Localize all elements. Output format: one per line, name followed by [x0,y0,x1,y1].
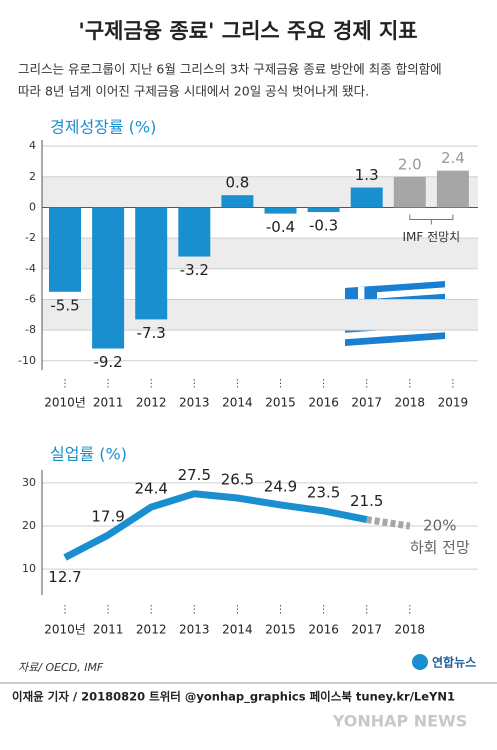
line [63,490,368,561]
watermark: YONHAP NEWS [332,712,468,731]
x-tick-label: 2016 [308,623,339,637]
x-tick-label: 2013 [179,623,210,637]
y-tick-label: -10 [18,354,36,367]
x-tick-label: 2017 [351,396,382,410]
value-label: 26.5 [221,471,254,489]
value-label: 21.5 [350,492,383,510]
value-label: 17.9 [91,508,124,526]
bar [49,207,81,292]
x-tick-label: 2017 [351,623,382,637]
x-tick-label: 2011 [93,396,124,410]
value-label: 27.5 [178,466,211,484]
x-tick-label: 2010년 [44,396,86,410]
value-label: -9.2 [93,353,122,371]
value-label: 0.8 [225,174,249,192]
x-tick-label: 2012 [136,396,167,410]
y-tick-label: 10 [22,562,36,575]
logo-text: 연합뉴스 [432,655,476,670]
annotation: 하회 전망 [410,539,470,557]
y-tick-label: -2 [25,231,36,244]
x-tick-label: 2015 [265,623,296,637]
y-tick-label: 0 [29,200,36,213]
value-label: 2.0 [398,155,422,173]
bar [264,207,297,214]
x-tick-label: 2012 [136,623,167,637]
value-label: 24.4 [134,480,167,498]
annotation: IMF 전망치 [402,230,460,244]
x-tick-label: 2019 [438,396,469,410]
bar [178,207,211,257]
logo: 연합뉴스 [412,654,476,670]
y-tick-label: -8 [25,323,36,336]
x-tick-label: 2010년 [44,623,86,637]
bar [307,207,340,213]
x-tick-label: 2018 [395,396,426,410]
annotation: 20% [423,517,456,535]
value-label: -0.4 [266,218,295,236]
subtitle: 그리스는 유로그룹이 지난 6월 그리스의 3차 구제금융 종료 방안에 최종 … [18,62,442,77]
bar [350,187,383,208]
y-tick-label: 20 [22,519,36,532]
y-tick-label: 30 [22,476,36,489]
value-label: 24.9 [264,477,297,495]
y-tick-label: -6 [25,292,36,305]
bar [393,176,426,208]
value-label: 23.5 [307,483,340,501]
bracket [409,214,454,225]
x-tick-label: 2014 [222,396,253,410]
value-label: 2.4 [441,149,465,167]
chart-title: 실업률 (%) [50,445,127,464]
y-tick-label: 4 [29,139,36,152]
value-label: -0.3 [309,217,338,235]
title: '구제금융 종료' 그리스 주요 경제 지표 [78,19,417,43]
bar [135,207,168,320]
subtitle: 따라 8년 넘게 이어진 구제금융 시대에서 20일 공식 벗어나게 됐다. [18,84,369,99]
byline: 이재윤 기자 / 20180820 트위터 @yonhap_graphics 페… [12,690,455,705]
bar [436,170,469,208]
source: 자료/ OECD, IMF [18,661,104,674]
chart-title: 경제성장률 (%) [50,118,156,137]
value-label: -7.3 [137,324,166,342]
bar [92,207,125,349]
x-tick-label: 2018 [395,623,426,637]
y-tick-label: -4 [25,262,36,275]
y-tick-label: 2 [29,170,36,183]
value-label: 1.3 [355,166,379,184]
value-label: -5.5 [50,296,79,314]
value-label: -3.2 [180,261,209,279]
x-tick-label: 2011 [93,623,124,637]
x-tick-label: 2015 [265,396,296,410]
value-label: 12.7 [48,568,81,586]
bar [221,195,254,208]
x-tick-label: 2014 [222,623,253,637]
x-tick-label: 2013 [179,396,210,410]
x-tick-label: 2016 [308,396,339,410]
forecast-line [366,516,411,530]
